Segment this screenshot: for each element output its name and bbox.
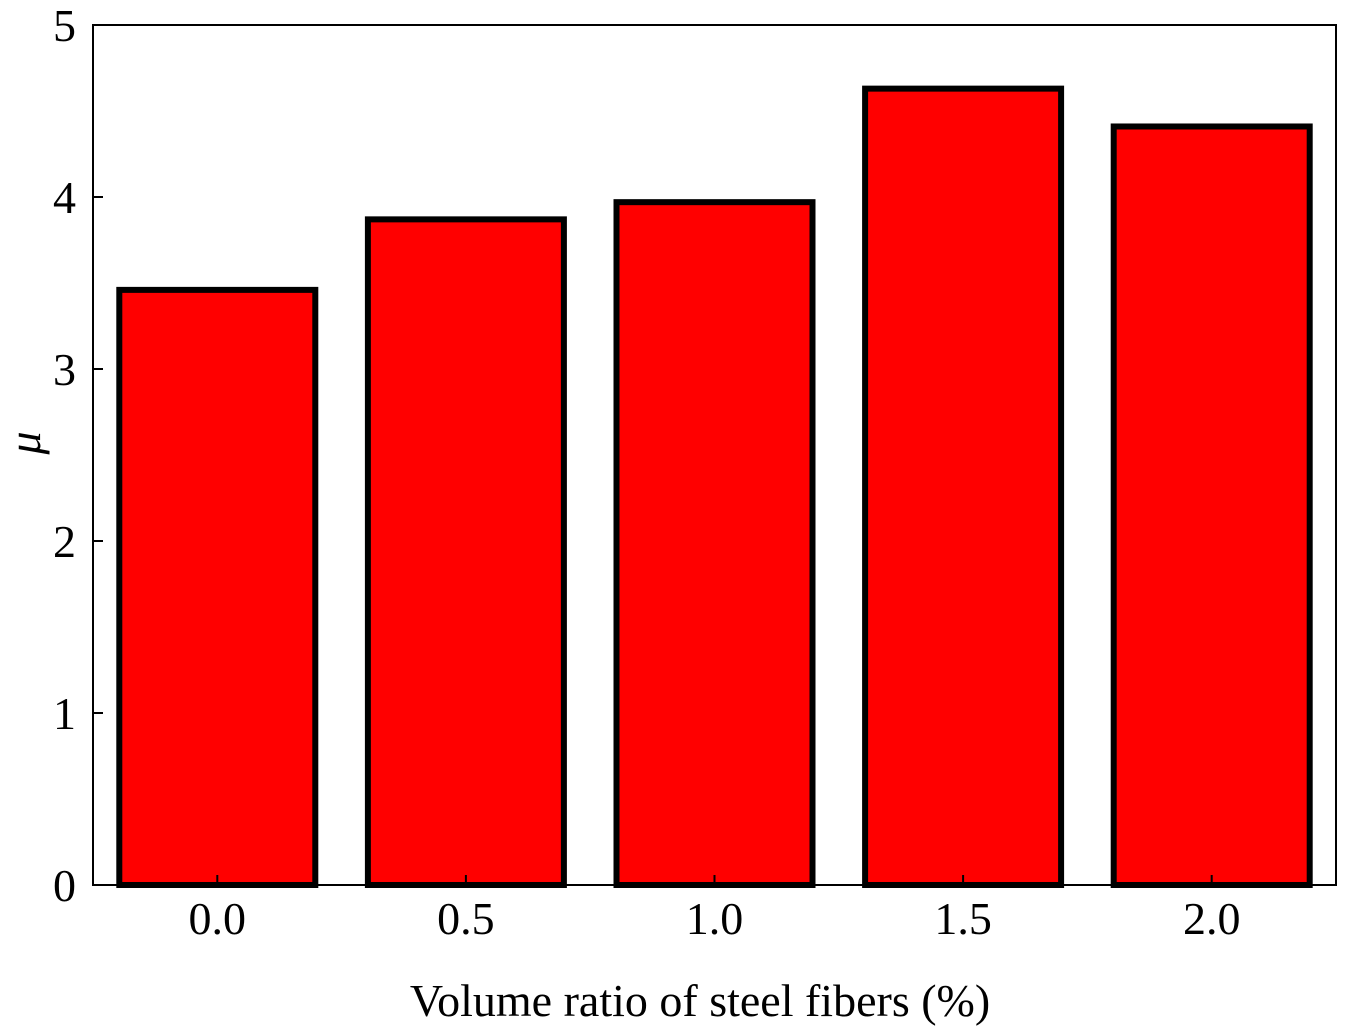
y-tick-label: 3 — [53, 344, 76, 395]
bar-0.5 — [364, 216, 567, 889]
bar-2.0 — [1110, 123, 1313, 889]
x-tick-label: 0.0 — [189, 893, 247, 944]
x-tick-label: 2.0 — [1183, 893, 1241, 944]
bar-1.0 — [613, 199, 816, 889]
x-tick-label: 1.0 — [686, 893, 744, 944]
y-tick-label: 0 — [53, 860, 76, 911]
bar-1.5 — [862, 85, 1065, 888]
bar-0.0 — [116, 286, 319, 888]
y-tick-label: 5 — [53, 0, 76, 51]
y-tick-label: 2 — [53, 516, 76, 567]
y-axis-ticks: 0 1 2 3 4 5 — [53, 0, 103, 911]
bars-layer — [116, 85, 1313, 889]
x-tick-label: 1.5 — [934, 893, 992, 944]
y-axis-title: μ — [0, 431, 50, 455]
x-tick-label: 0.5 — [437, 893, 495, 944]
x-axis-title: Volume ratio of steel fibers (%) — [410, 975, 990, 1026]
y-tick-label: 1 — [53, 688, 76, 739]
x-axis-ticks: 0.0 0.5 1.0 1.5 2.0 — [189, 875, 1241, 944]
y-tick-label: 4 — [53, 172, 76, 223]
